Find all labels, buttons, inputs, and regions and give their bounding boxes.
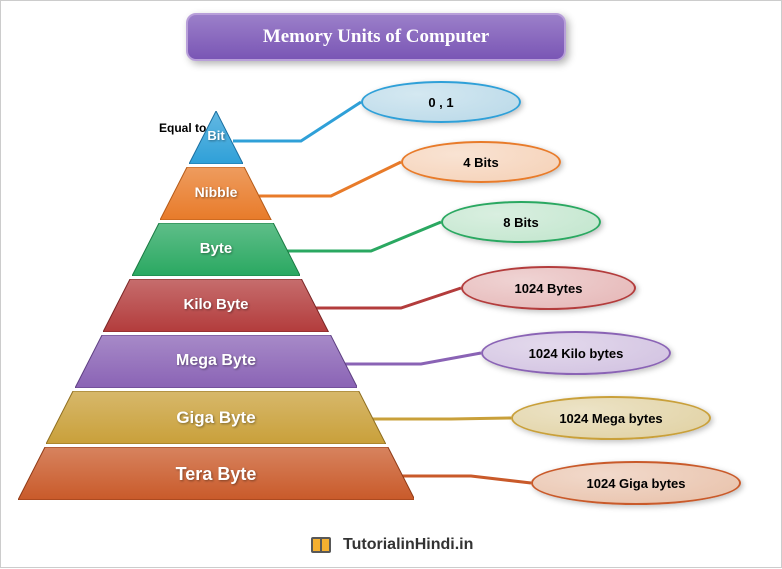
value-ellipse: 1024 Kilo bytes [481, 331, 671, 375]
pyramid-label: Nibble [136, 184, 296, 200]
value-ellipse: 1024 Bytes [461, 266, 636, 310]
value-ellipse: 0 , 1 [361, 81, 521, 123]
value-ellipse: 1024 Mega bytes [511, 396, 711, 440]
connector-line [401, 476, 531, 483]
connector-line [316, 288, 461, 308]
footer-text: TutorialinHindi.in [343, 536, 473, 553]
pyramid-label: Byte [136, 240, 296, 257]
connector-line [287, 222, 441, 251]
value-ellipse: 8 Bits [441, 201, 601, 243]
pyramid-label: Kilo Byte [136, 296, 296, 313]
pyramid-label: Giga Byte [136, 408, 296, 428]
pyramid-label: Bit [136, 128, 296, 143]
value-ellipse: 4 Bits [401, 141, 561, 183]
book-icon [309, 533, 333, 557]
connector-line [344, 353, 481, 364]
pyramid-label: Mega Byte [136, 352, 296, 370]
pyramid-label: Tera Byte [136, 464, 296, 485]
value-ellipse: 1024 Giga bytes [531, 461, 741, 505]
footer: TutorialinHindi.in [1, 533, 781, 557]
connector-line [372, 418, 511, 419]
